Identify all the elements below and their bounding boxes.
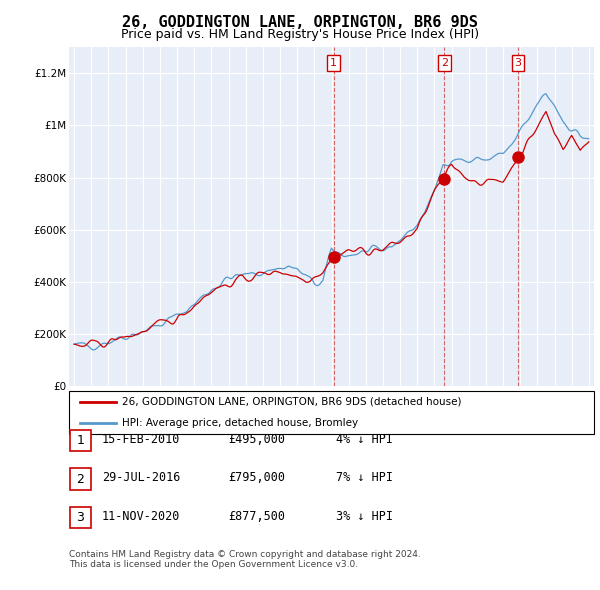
Text: HPI: Average price, detached house, Bromley: HPI: Average price, detached house, Brom… <box>121 418 358 428</box>
Text: Price paid vs. HM Land Registry's House Price Index (HPI): Price paid vs. HM Land Registry's House … <box>121 28 479 41</box>
Text: 1: 1 <box>76 434 85 447</box>
Text: 3% ↓ HPI: 3% ↓ HPI <box>336 510 393 523</box>
Text: £495,000: £495,000 <box>228 433 285 446</box>
Text: 3: 3 <box>514 58 521 68</box>
Text: Contains HM Land Registry data © Crown copyright and database right 2024.
This d: Contains HM Land Registry data © Crown c… <box>69 550 421 569</box>
Text: £877,500: £877,500 <box>228 510 285 523</box>
FancyBboxPatch shape <box>70 468 91 490</box>
Text: 15-FEB-2010: 15-FEB-2010 <box>102 433 181 446</box>
Text: 29-JUL-2016: 29-JUL-2016 <box>102 471 181 484</box>
Text: 1: 1 <box>330 58 337 68</box>
Text: 7% ↓ HPI: 7% ↓ HPI <box>336 471 393 484</box>
Text: 4% ↓ HPI: 4% ↓ HPI <box>336 433 393 446</box>
Text: 3: 3 <box>76 511 85 524</box>
Text: 26, GODDINGTON LANE, ORPINGTON, BR6 9DS: 26, GODDINGTON LANE, ORPINGTON, BR6 9DS <box>122 15 478 30</box>
FancyBboxPatch shape <box>69 391 594 434</box>
Text: 11-NOV-2020: 11-NOV-2020 <box>102 510 181 523</box>
FancyBboxPatch shape <box>70 507 91 528</box>
Text: 2: 2 <box>76 473 85 486</box>
FancyBboxPatch shape <box>70 430 91 451</box>
Text: 2: 2 <box>441 58 448 68</box>
Text: £795,000: £795,000 <box>228 471 285 484</box>
Text: 26, GODDINGTON LANE, ORPINGTON, BR6 9DS (detached house): 26, GODDINGTON LANE, ORPINGTON, BR6 9DS … <box>121 397 461 407</box>
